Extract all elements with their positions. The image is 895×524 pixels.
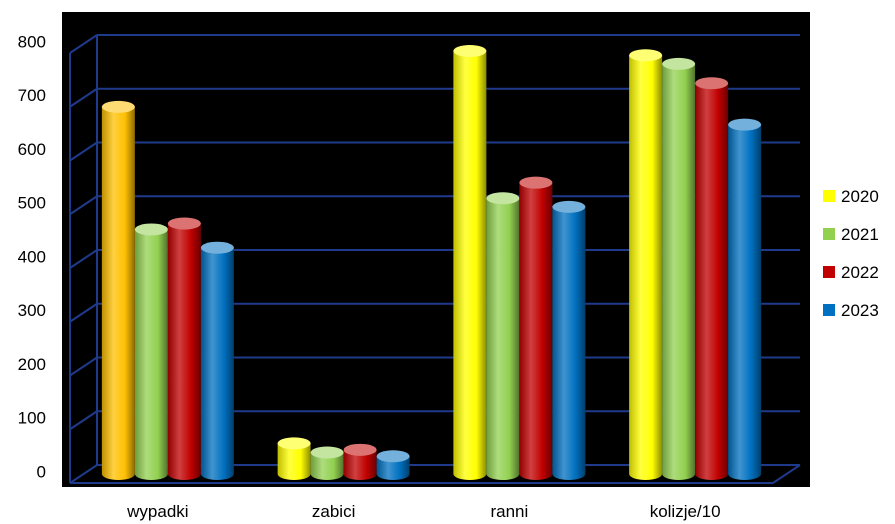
bar-body xyxy=(695,83,729,481)
legend-label: 2023 xyxy=(841,301,879,320)
bar-top xyxy=(629,49,663,62)
bar xyxy=(134,223,168,480)
bar-top xyxy=(695,77,729,90)
bar-body xyxy=(134,229,168,480)
legend-swatch xyxy=(823,228,835,240)
bar-top xyxy=(552,200,586,213)
legend-label: 2020 xyxy=(841,187,879,206)
y-tick-label: 400 xyxy=(18,247,46,266)
x-tick-label: ranni xyxy=(490,502,528,521)
bar xyxy=(167,217,201,480)
bar xyxy=(552,200,586,481)
gridline-side xyxy=(69,302,98,323)
gridline-side xyxy=(69,34,98,54)
bar-body xyxy=(200,247,234,480)
bar xyxy=(453,44,487,481)
bar-top xyxy=(167,217,201,230)
bar-body xyxy=(376,456,410,480)
legend-swatch xyxy=(823,266,835,278)
bar xyxy=(101,100,135,480)
bar xyxy=(277,437,311,480)
y-tick-label: 700 xyxy=(18,86,46,105)
gridline-side xyxy=(69,195,98,216)
bar xyxy=(486,192,520,480)
bar xyxy=(200,241,234,480)
x-axis-ticks: wypadki zabici ranni kolizje/10 xyxy=(126,502,720,521)
bar-top xyxy=(376,450,410,463)
y-tick-label: 300 xyxy=(18,301,46,320)
bar-top xyxy=(277,437,311,450)
bar xyxy=(376,450,410,480)
y-tick-label: 200 xyxy=(18,355,46,374)
bar xyxy=(519,176,553,480)
gridline-side xyxy=(69,141,98,162)
bar-top xyxy=(200,241,234,254)
y-tick-label: 0 xyxy=(37,462,46,481)
y-tick-label: 500 xyxy=(18,194,46,213)
bar-top xyxy=(486,192,520,205)
bar xyxy=(695,77,729,481)
legend-label: 2021 xyxy=(841,225,879,244)
bar xyxy=(728,118,762,480)
bar xyxy=(343,443,377,480)
gridline-side xyxy=(69,356,98,377)
legend-swatch xyxy=(823,304,835,316)
bar-body xyxy=(486,198,520,480)
bar-top xyxy=(343,443,377,456)
bar-top xyxy=(728,118,762,131)
x-tick-label: kolizje/10 xyxy=(650,502,721,521)
bar-body xyxy=(552,206,586,481)
bar-top xyxy=(134,223,168,236)
bar-body xyxy=(101,106,135,480)
legend-label: 2022 xyxy=(841,263,879,282)
bar-body xyxy=(662,63,696,480)
bar xyxy=(310,446,344,480)
floor-right-edge xyxy=(772,464,801,484)
bar-body xyxy=(343,449,377,480)
bar-top xyxy=(101,100,135,113)
gridline-side xyxy=(69,87,98,108)
y-axis-ticks: 0 100 200 300 400 500 600 700 800 xyxy=(18,32,46,481)
bar-top xyxy=(453,44,487,57)
bar-body xyxy=(453,50,487,481)
bar-body xyxy=(277,443,311,480)
bar-body xyxy=(167,223,201,480)
bar-top xyxy=(662,57,696,70)
x-tick-label: zabici xyxy=(312,502,355,521)
x-tick-label: wypadki xyxy=(126,502,188,521)
legend: 2020 2021 2022 2023 xyxy=(823,187,879,320)
legend-swatch xyxy=(823,190,835,202)
bar-body xyxy=(629,55,663,480)
gridline-side xyxy=(69,249,98,269)
bar xyxy=(629,49,663,480)
y-tick-label: 800 xyxy=(18,32,46,51)
y-tick-label: 600 xyxy=(18,140,46,159)
bar-top xyxy=(310,446,344,459)
bar-body xyxy=(519,182,553,480)
gridline-side xyxy=(69,410,98,431)
y-tick-label: 100 xyxy=(18,409,46,428)
bar xyxy=(662,57,696,480)
bars xyxy=(101,44,762,481)
bar-body xyxy=(310,452,344,480)
bar-body xyxy=(728,124,762,480)
gridline-side xyxy=(69,464,98,484)
bar-top xyxy=(519,176,553,189)
